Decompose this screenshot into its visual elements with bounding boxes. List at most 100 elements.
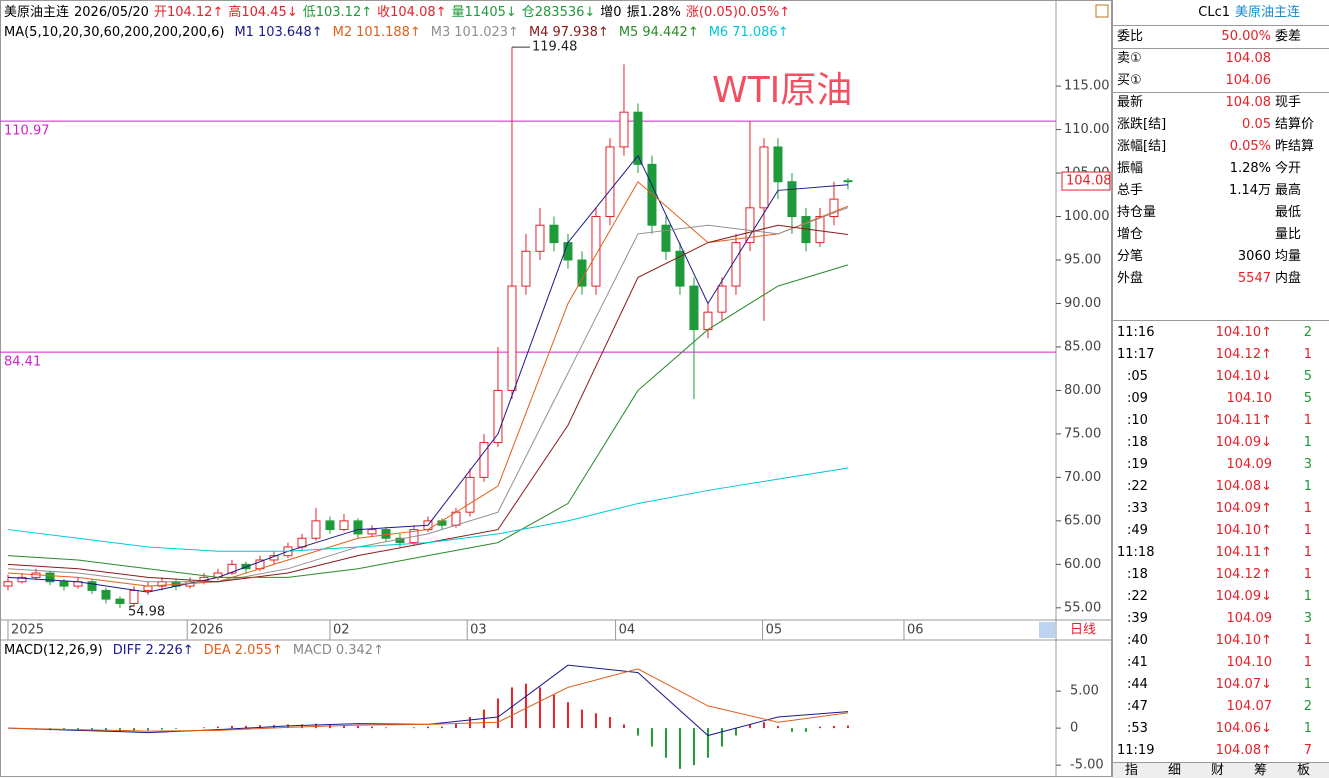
scroll-box[interactable] xyxy=(1039,622,1055,638)
price-tag xyxy=(1061,171,1111,191)
tab[interactable]: 指 xyxy=(1125,763,1139,778)
sep xyxy=(1113,92,1329,93)
header-item: 2026/05/20 xyxy=(74,5,149,20)
row-label: 内盘 xyxy=(1275,271,1302,286)
ma-value: 94.442↑ xyxy=(642,25,698,40)
y-tick-label: 90.00 xyxy=(1064,296,1101,311)
tick-price: 104.12↑ xyxy=(1215,347,1272,362)
candle-body xyxy=(339,520,349,531)
row-label: 振幅 xyxy=(1117,161,1144,176)
ma-name: M2 xyxy=(333,25,353,40)
ma-value: 71.086↑ xyxy=(732,25,788,40)
macd-value: 0.342↑ xyxy=(336,643,384,658)
ma-line xyxy=(7,207,849,583)
tick-volume: 1 xyxy=(1303,567,1312,582)
sep xyxy=(1113,320,1329,321)
row-value: 0.05% xyxy=(1229,139,1271,154)
tick-volume: 7 xyxy=(1303,743,1312,758)
header-item: 涨(0.05)0.05%↑ xyxy=(686,5,790,20)
candle-body xyxy=(577,259,587,287)
tab[interactable]: 细 xyxy=(1168,763,1182,778)
row-value: 5547 xyxy=(1237,271,1271,286)
y-tick-label: 70.00 xyxy=(1064,470,1101,485)
candle-body xyxy=(773,146,783,183)
tick-time: :10 xyxy=(1127,413,1148,428)
row-label: 增仓 xyxy=(1117,227,1144,242)
row-label: 量比 xyxy=(1275,227,1302,242)
candle-body xyxy=(493,389,503,444)
candle-body xyxy=(353,520,363,535)
row-value: 104.08 xyxy=(1225,51,1272,66)
candle-body xyxy=(3,581,13,587)
candle-body xyxy=(675,250,685,287)
tick-price: 104.09 xyxy=(1226,457,1273,472)
row-label: 持仓量 xyxy=(1117,205,1157,220)
tick-price: 104.10↑ xyxy=(1215,325,1272,340)
y-tick-label: 55.00 xyxy=(1064,600,1101,615)
y-tick-label: 0 xyxy=(1070,721,1078,736)
header-item: 振1.28% xyxy=(627,5,681,20)
sep xyxy=(1113,25,1329,26)
y-tick-label: -5.00 xyxy=(1070,758,1104,773)
candle-body xyxy=(815,216,825,244)
annotation: WTI原油 xyxy=(712,70,852,111)
ma-name: M1 xyxy=(234,25,254,40)
tick-volume: 2 xyxy=(1303,699,1312,714)
row-label: 结算价 xyxy=(1275,117,1315,132)
y-tick-label: 95.00 xyxy=(1064,253,1101,268)
tick-volume: 1 xyxy=(1303,589,1312,604)
row-label: 涨幅[结] xyxy=(1117,139,1167,154)
tick-time: :41 xyxy=(1127,655,1148,670)
row-label: 买① xyxy=(1117,73,1142,88)
row-value: 104.08 xyxy=(1225,95,1272,110)
tab[interactable]: 板 xyxy=(1297,763,1311,778)
x-tick-label: 04 xyxy=(619,623,636,638)
tick-price: 104.09 xyxy=(1226,611,1273,626)
ma-line xyxy=(7,467,849,552)
tab[interactable]: 财 xyxy=(1211,763,1225,778)
tick-time: 11:19 xyxy=(1117,743,1155,758)
candle-body xyxy=(17,576,27,583)
macd-line xyxy=(7,664,849,737)
candle-body xyxy=(143,585,153,591)
candle-body xyxy=(115,598,125,604)
ma-value: 101.023↑ xyxy=(454,25,519,40)
ma-value: 103.648↑ xyxy=(258,25,323,40)
ma-name: M6 xyxy=(709,25,729,40)
row-value: 104.06 xyxy=(1225,73,1272,88)
tick-price: 104.09↓ xyxy=(1215,435,1272,450)
x-tick-label: 06 xyxy=(907,623,924,638)
candle-body xyxy=(535,224,545,252)
price-tag-label: 104.08 xyxy=(1066,174,1112,189)
row-label: 分笔 xyxy=(1117,249,1144,264)
tick-price: 104.10↑ xyxy=(1215,523,1272,538)
tick-volume: 3 xyxy=(1303,611,1312,626)
candle-body xyxy=(549,224,559,244)
tab[interactable]: 筹 xyxy=(1254,763,1268,778)
x-tick-label: 03 xyxy=(470,623,487,638)
row-label: 昨结算 xyxy=(1275,139,1315,154)
tick-volume: 1 xyxy=(1303,523,1312,538)
reference-label: 84.41 xyxy=(4,355,41,370)
frame xyxy=(0,0,1112,777)
ma-line xyxy=(7,154,849,593)
tick-time: 11:17 xyxy=(1117,347,1155,362)
panel-toggle[interactable] xyxy=(1095,4,1109,18)
ma-name: M5 xyxy=(619,25,639,40)
row-value: 3060 xyxy=(1237,249,1271,264)
tick-volume: 1 xyxy=(1303,721,1312,736)
candle-body xyxy=(395,537,405,544)
quote-header: 美原油主连 2026/05/20 开104.12↑ 高104.45↓ 低103.12↑ 收… xyxy=(4,4,790,20)
row-label: 最低 xyxy=(1275,205,1302,220)
candle-body xyxy=(227,563,237,574)
candle-body xyxy=(731,242,741,287)
y-tick-label: 115.00 xyxy=(1064,79,1110,94)
header-item: 仓283536↓ xyxy=(522,5,596,20)
y-tick-label: 110.00 xyxy=(1064,122,1110,137)
row-label: 最高 xyxy=(1275,183,1302,198)
candle-body xyxy=(829,198,839,218)
ma-value: 97.938↑ xyxy=(552,25,608,40)
tick-time: 11:18 xyxy=(1117,545,1155,560)
candle-body xyxy=(381,529,391,539)
